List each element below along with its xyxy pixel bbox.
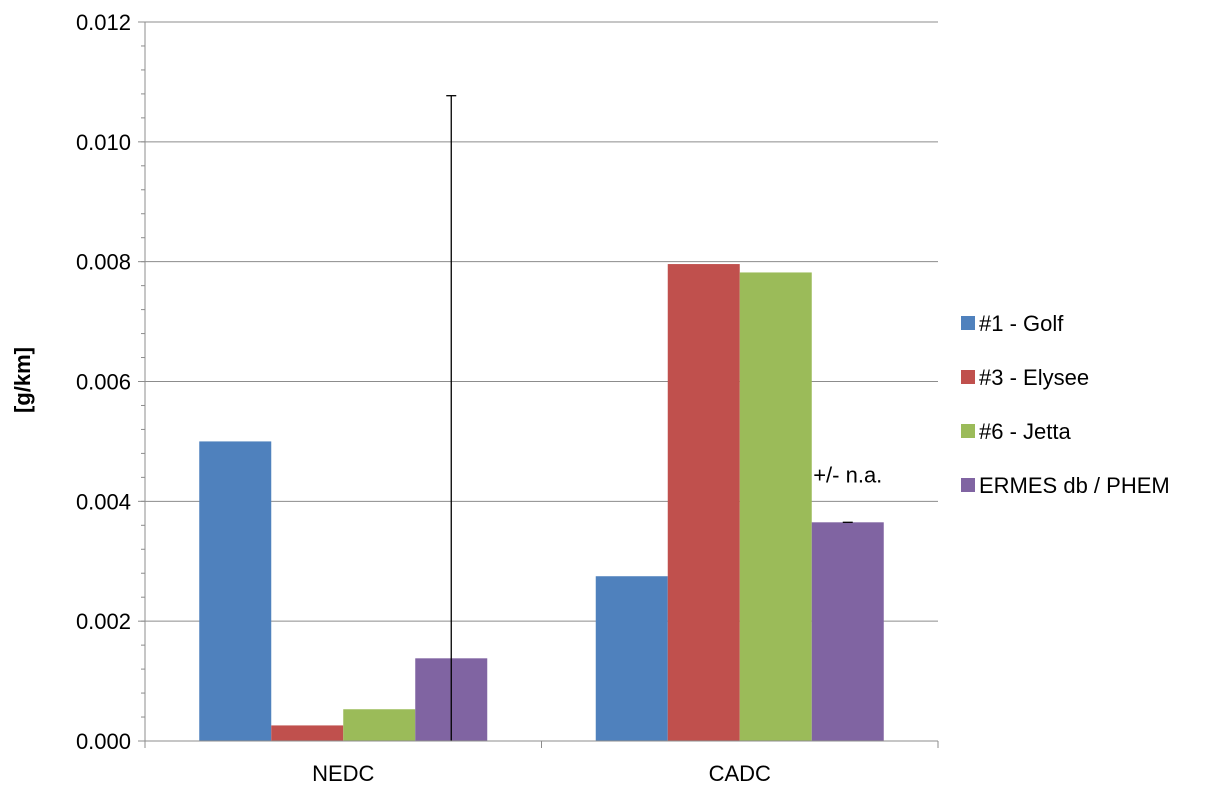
bar-4-cadc bbox=[811, 522, 884, 741]
legend-label: #1 - Golf bbox=[979, 311, 1064, 336]
legend: #1 - Golf #3 - Elysee #6 - Jetta ERMES db /… bbox=[961, 311, 1170, 498]
y-minor-ticks bbox=[138, 21, 145, 742]
y-tick-label: 0.010 bbox=[76, 130, 131, 155]
legend-swatch bbox=[961, 424, 975, 438]
y-axis-title: [g/km] bbox=[10, 347, 35, 413]
annotation-label: +/- n.a. bbox=[813, 462, 882, 487]
x-tick-label: CADC bbox=[709, 761, 771, 786]
axes bbox=[144, 22, 939, 748]
legend-label: ERMES db / PHEM bbox=[979, 473, 1170, 498]
error-bars bbox=[446, 95, 457, 741]
legend-label: #3 - Elysee bbox=[979, 365, 1089, 390]
y-tick-labels: 0.000 0.002 0.004 0.006 0.008 0.010 0.012 bbox=[76, 10, 131, 754]
legend-swatch bbox=[961, 370, 975, 384]
y-tick-label: 0.006 bbox=[76, 370, 131, 395]
legend-swatch bbox=[961, 478, 975, 492]
bars bbox=[199, 264, 884, 741]
bar-3-cadc bbox=[739, 272, 812, 741]
legend-swatch bbox=[961, 316, 975, 330]
bar-1-cadc bbox=[595, 576, 668, 741]
bar-1-nedc bbox=[199, 441, 272, 741]
bar-3-nedc bbox=[343, 709, 416, 741]
x-tick-label: NEDC bbox=[312, 761, 374, 786]
legend-label: #6 - Jetta bbox=[979, 419, 1071, 444]
bar-2-nedc bbox=[271, 725, 344, 741]
y-tick-label: 0.002 bbox=[76, 609, 131, 634]
y-tick-label: 0.004 bbox=[76, 489, 131, 514]
y-tick-label: 0.000 bbox=[76, 729, 131, 754]
x-tick-labels: NEDC CADC bbox=[312, 761, 771, 786]
y-tick-label: 0.008 bbox=[76, 250, 131, 275]
annotations: +/- n.a. bbox=[813, 462, 882, 523]
bar-2-cadc bbox=[667, 264, 740, 741]
y-tick-label: 0.012 bbox=[76, 10, 131, 35]
